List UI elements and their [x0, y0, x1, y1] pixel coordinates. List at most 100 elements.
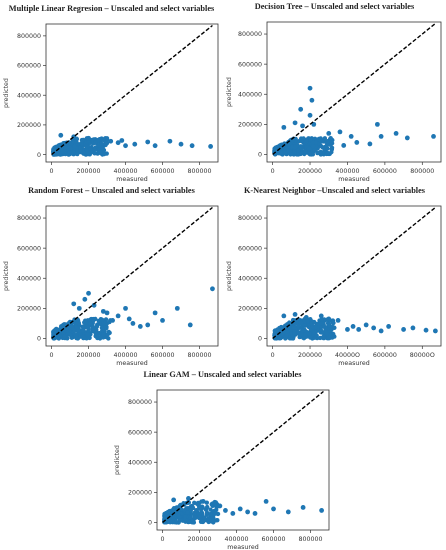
data-point	[292, 311, 298, 317]
data-point	[123, 143, 128, 149]
data-point	[115, 140, 121, 146]
data-point	[171, 506, 176, 512]
y-axis-label: predicted	[3, 78, 10, 108]
data-point	[245, 509, 251, 515]
data-point	[69, 325, 75, 331]
data-point	[86, 135, 91, 141]
data-point	[263, 498, 269, 504]
data-point	[326, 322, 331, 328]
data-point	[282, 150, 288, 156]
data-point	[174, 305, 180, 311]
point-cluster	[51, 136, 110, 157]
data-point	[292, 144, 298, 150]
data-point	[326, 335, 332, 340]
data-point	[104, 136, 110, 141]
x-tick-label: 800000	[298, 536, 322, 543]
data-point	[237, 506, 243, 512]
data-point	[302, 327, 307, 333]
data-point	[54, 151, 60, 157]
data-point	[299, 151, 304, 156]
scatter-plot: 0 200000 400000 600000 800000 0 200000 400000 60…	[226, 21, 442, 183]
data-point	[194, 501, 200, 506]
data-point	[318, 313, 324, 319]
data-point	[337, 129, 343, 135]
data-point	[290, 138, 295, 144]
data-point	[101, 332, 106, 337]
data-point	[178, 518, 183, 523]
point-cluster	[162, 499, 221, 525]
data-point	[348, 134, 354, 139]
y-tick-label: 400000	[17, 92, 41, 99]
data-point	[100, 137, 106, 143]
data-point	[300, 505, 306, 510]
data-point	[82, 296, 88, 302]
axes-frame	[45, 23, 219, 163]
data-point	[312, 319, 317, 325]
data-point	[252, 511, 258, 516]
data-point	[298, 106, 304, 112]
x-tick-label: 0	[50, 168, 54, 175]
x-tick-label: 200000	[298, 168, 322, 175]
data-point	[75, 328, 81, 333]
data-point	[307, 151, 312, 156]
data-point	[335, 318, 341, 323]
data-point	[81, 328, 86, 333]
x-tick-label: 800000	[410, 168, 434, 175]
data-point	[324, 139, 330, 144]
data-point	[363, 322, 369, 328]
data-point	[314, 333, 319, 338]
reference-line	[272, 22, 436, 156]
data-point	[208, 511, 213, 517]
axes-frame	[266, 21, 442, 163]
point-cluster	[272, 316, 337, 341]
data-point	[300, 123, 305, 129]
y-tick-label: 0	[258, 152, 262, 159]
x-tick-label: 80000O	[410, 352, 435, 359]
data-point	[67, 150, 72, 155]
y-axis-label: predicted	[226, 261, 233, 291]
data-point	[278, 150, 283, 155]
data-point	[137, 324, 143, 329]
x-tick-label: 400000	[225, 536, 249, 543]
data-point	[181, 501, 186, 506]
data-point	[93, 140, 98, 145]
data-point	[288, 152, 293, 157]
data-point	[167, 512, 173, 517]
data-point	[104, 325, 109, 331]
data-point	[350, 324, 356, 329]
data-point	[320, 145, 325, 150]
data-point	[374, 121, 380, 127]
data-point	[279, 324, 284, 330]
axes-frame	[266, 205, 442, 347]
chart-title: Multiple Linear Regresion – Unscaled and…	[8, 4, 215, 13]
data-point	[79, 137, 85, 143]
data-point	[223, 508, 228, 513]
x-tick-label: 800000	[187, 168, 211, 175]
data-point	[292, 332, 297, 337]
data-point	[356, 327, 362, 332]
data-point	[187, 322, 193, 328]
x-axis-label: measured	[116, 360, 147, 367]
y-tick-label: 600000	[17, 245, 41, 252]
data-point	[292, 120, 298, 126]
data-point	[319, 317, 324, 322]
data-point	[208, 144, 214, 149]
data-point	[108, 138, 114, 144]
data-point	[303, 314, 309, 320]
x-tick-label: 400000	[114, 352, 138, 359]
x-tick-label: 600000	[150, 168, 174, 175]
data-point	[73, 333, 79, 338]
data-point	[100, 308, 106, 314]
data-point	[327, 142, 333, 147]
reference-line	[272, 206, 436, 340]
data-point	[192, 514, 197, 520]
data-point	[189, 143, 195, 149]
data-point	[329, 327, 334, 332]
data-point	[404, 135, 410, 141]
data-point	[90, 328, 96, 334]
data-point	[217, 503, 223, 509]
data-point	[197, 514, 202, 519]
data-point	[123, 305, 128, 311]
data-point	[307, 85, 313, 91]
data-point	[431, 134, 436, 139]
